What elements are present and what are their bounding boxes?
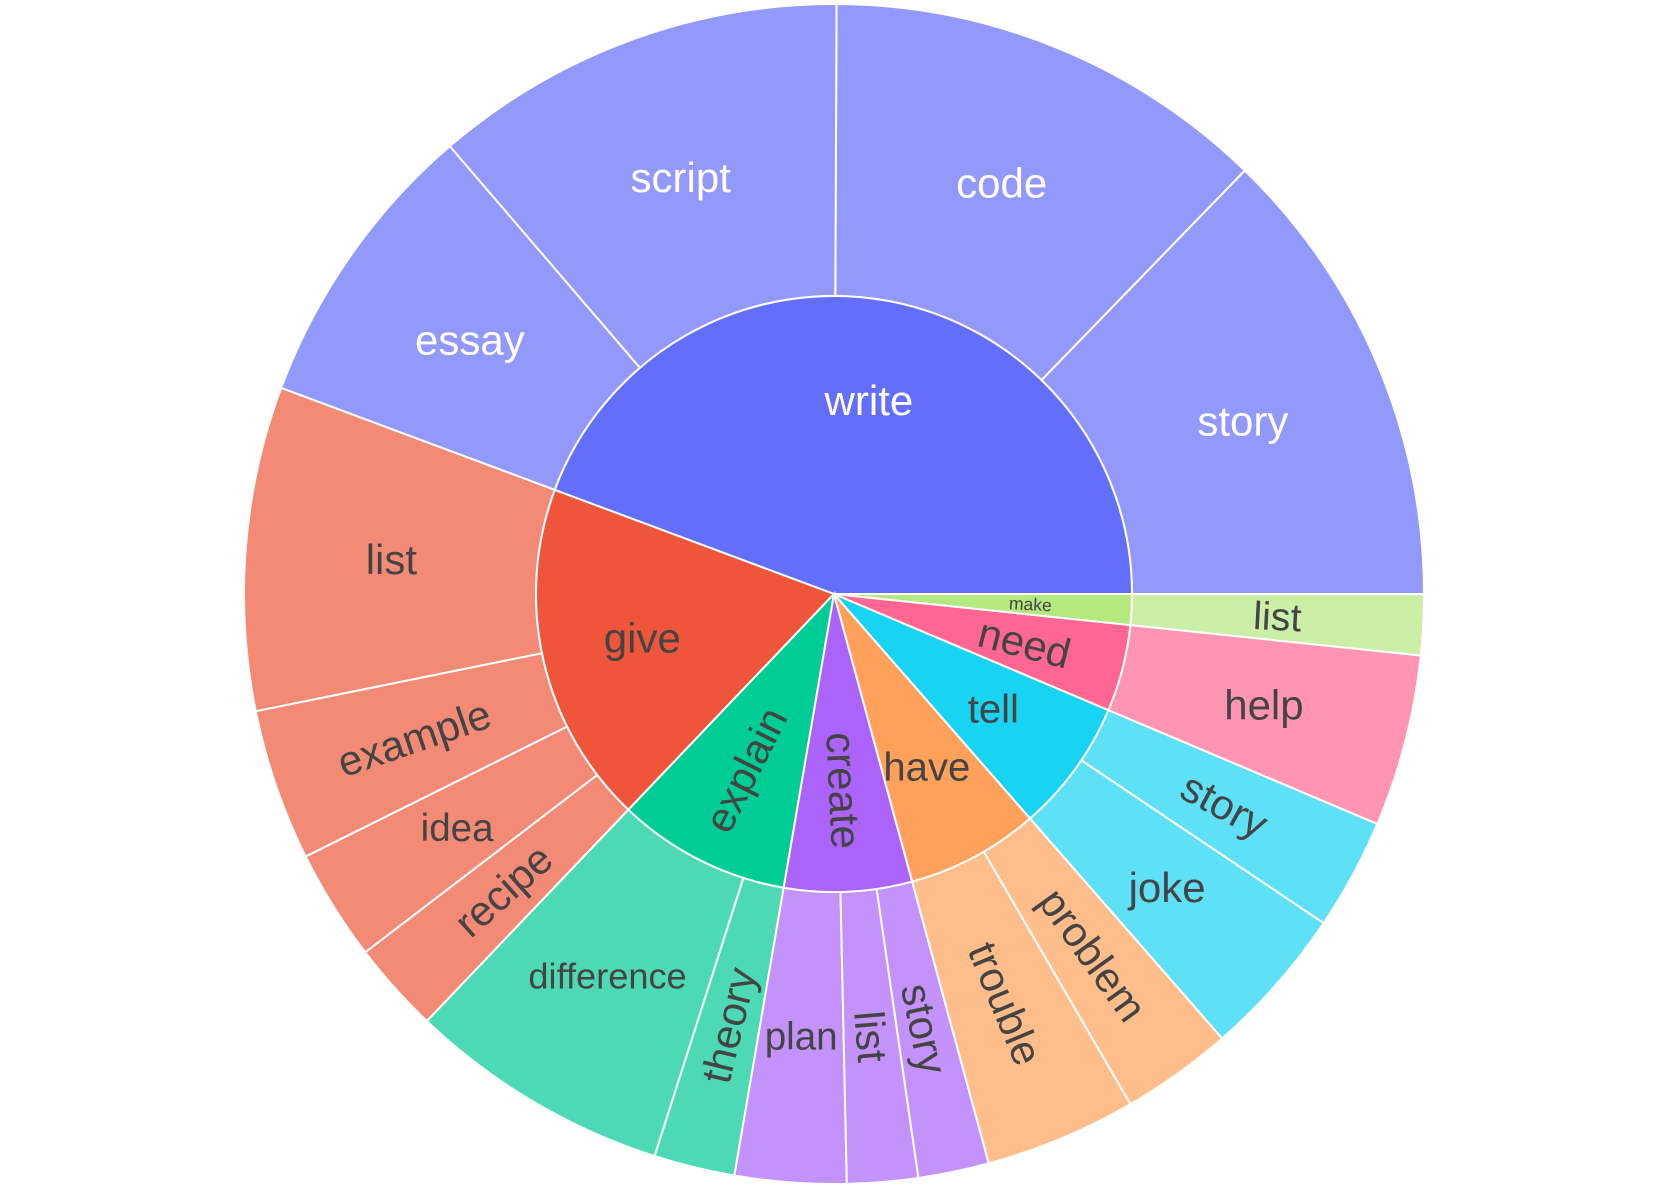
sunburst-parent: [833, 593, 1110, 820]
sector-label: give: [604, 615, 681, 662]
sector-label: difference: [528, 955, 686, 996]
sector-label: script: [631, 154, 732, 201]
sector-label: idea: [421, 807, 494, 850]
sector-label: list: [366, 536, 418, 583]
sector-label: joke: [1127, 864, 1206, 911]
sector-label: write: [824, 377, 914, 424]
sector-label: essay: [415, 316, 525, 363]
sunburst-parent: [535, 488, 836, 812]
sector-label: make: [1009, 593, 1053, 615]
sunburst-parent: [626, 590, 836, 889]
sector-label: have: [883, 745, 970, 789]
sunburst-parent: [833, 593, 1134, 627]
sector-label: list: [845, 1009, 896, 1064]
sector-label: story: [1197, 397, 1288, 444]
sector-label: help: [1224, 681, 1303, 728]
sunburst-parent: [782, 593, 914, 893]
sector-label: create: [817, 731, 870, 850]
sunburst-parent: [833, 593, 1032, 883]
sector-label: code: [956, 159, 1047, 206]
sector-label: list: [1252, 594, 1302, 640]
sector-label: plan: [765, 1015, 838, 1058]
sector-label: tell: [968, 687, 1019, 731]
sunburst-parent: [553, 295, 1134, 595]
